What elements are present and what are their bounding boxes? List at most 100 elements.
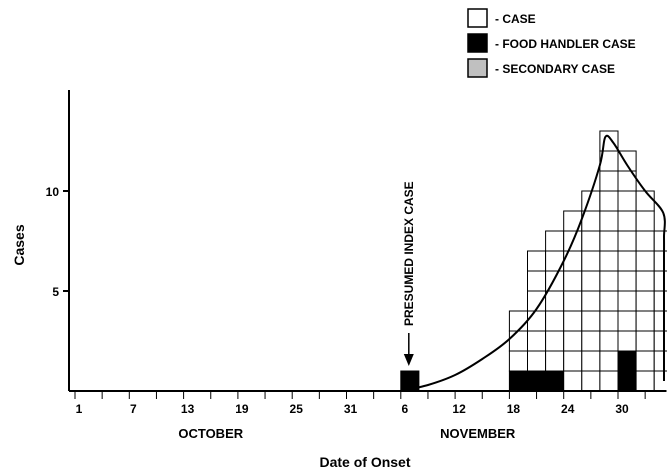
bar-cell-case	[545, 310, 565, 332]
bar-cell-case	[527, 270, 547, 292]
bar-cell-case	[527, 330, 547, 352]
bar-cell-case	[563, 290, 583, 312]
bar-cell-case	[617, 270, 637, 292]
bar-cell-case	[581, 370, 601, 392]
bar-cell-case	[527, 310, 547, 332]
bar-cell-case	[545, 330, 565, 352]
x-tick-label: 18	[507, 402, 521, 416]
bar-cell-case	[617, 230, 637, 252]
bar-cell-case	[599, 230, 619, 252]
bar-cell-case	[563, 310, 583, 332]
bar-cell-case	[653, 330, 667, 352]
bar-cell-case	[581, 270, 601, 292]
x-tick-label: 13	[181, 402, 195, 416]
bar-cell-case	[599, 370, 619, 392]
bar-cell-case	[508, 350, 528, 372]
bar-cell-case	[563, 350, 583, 372]
bar-cell-case	[581, 290, 601, 312]
bar-cell-food-handler	[545, 370, 565, 392]
bar-cell-case	[653, 270, 667, 292]
bar-cell-case	[599, 330, 619, 352]
annotation-arrow-head	[403, 354, 414, 366]
bar-cell-case	[653, 250, 667, 272]
bar-cell-case	[581, 310, 601, 332]
bar-cell-case	[599, 170, 619, 192]
bar-cell-case	[508, 310, 528, 332]
bar-cell-case	[635, 250, 655, 272]
month-label: OCTOBER	[178, 426, 243, 441]
bar-cell-food-handler	[617, 350, 637, 372]
y-tick-label: 5	[52, 285, 59, 299]
bar-cell-case	[581, 330, 601, 352]
legend-label: - SECONDARY CASE	[495, 62, 615, 76]
legend-swatch	[467, 58, 488, 78]
bar-cell-case	[545, 270, 565, 292]
legend: - CASE - FOOD HANDLER CASE - SECONDARY CAS…	[467, 8, 636, 78]
x-tick-label: 19	[235, 402, 249, 416]
bar-cell-case	[581, 250, 601, 272]
bar-cell-case	[653, 370, 667, 392]
x-tick-label: 7	[130, 402, 137, 416]
x-tick-label: 24	[561, 402, 575, 416]
x-axis-label: Date of Onset	[319, 454, 410, 470]
index-case-annotation: PRESUMED INDEX CASE	[402, 181, 416, 366]
bar-cell-food-handler	[527, 370, 547, 392]
axes	[68, 90, 666, 392]
bar-cell-case	[527, 350, 547, 372]
bar-cell-case	[599, 310, 619, 332]
bar-cell-case	[617, 190, 637, 212]
bar-cell-case	[508, 330, 528, 352]
bar-cell-case	[527, 250, 547, 272]
bar-cell-case	[635, 270, 655, 292]
bar-cell-case	[563, 330, 583, 352]
annotation-label: PRESUMED INDEX CASE	[402, 181, 416, 326]
month-labels: OCTOBERNOVEMBERDECEMBER	[178, 426, 516, 441]
bar-cell-case	[599, 210, 619, 232]
y-ticks: 5 10	[46, 185, 69, 299]
bar-cell-case	[599, 350, 619, 372]
bar-cell-case	[653, 310, 667, 332]
bar-cell-case	[617, 310, 637, 332]
bar-cell-case	[545, 350, 565, 372]
bar-cell-case	[635, 310, 655, 332]
bar-cell-case	[635, 210, 655, 232]
x-ticks: 17131925316121824306121824	[74, 391, 646, 416]
x-tick-label: 6	[401, 402, 408, 416]
bar-cell-case	[617, 290, 637, 312]
bar-cell-case	[581, 230, 601, 252]
bar-cell-food-handler	[508, 370, 528, 392]
legend-swatch	[467, 33, 488, 53]
legend-label: - FOOD HANDLER CASE	[495, 37, 636, 51]
legend-swatch	[467, 8, 488, 28]
bar-cell-case	[617, 330, 637, 352]
bar-cell-case	[617, 250, 637, 272]
bar-cell-case	[563, 270, 583, 292]
bar-cell-case	[635, 350, 655, 372]
bar-cell-case	[653, 350, 667, 372]
bar-cell-case	[635, 190, 655, 212]
x-tick-label: 1	[76, 402, 83, 416]
x-tick-label: 12	[452, 402, 466, 416]
bar-cell-case	[581, 350, 601, 372]
bar-cell-case	[635, 230, 655, 252]
epidemic-curve-line	[400, 134, 666, 392]
month-label: NOVEMBER	[440, 426, 516, 441]
y-tick-label: 10	[46, 185, 60, 199]
x-tick-label: 30	[615, 402, 629, 416]
bar-cell-case	[599, 290, 619, 312]
bar-cell-case	[545, 290, 565, 312]
bar-cell-case	[599, 130, 619, 152]
y-axis-label: Cases	[11, 224, 27, 265]
bar-cell-case	[545, 230, 565, 252]
bar-cell-case	[635, 330, 655, 352]
bar-cell-case	[599, 270, 619, 292]
bar-cell-case	[617, 210, 637, 232]
bar-cell-case	[653, 290, 667, 312]
bar-cell-case	[599, 190, 619, 212]
bars	[400, 130, 667, 392]
bar-cell-food-handler	[617, 370, 637, 392]
x-tick-label: 31	[344, 402, 358, 416]
x-tick-label: 25	[290, 402, 304, 416]
bar-cell-case	[599, 250, 619, 272]
